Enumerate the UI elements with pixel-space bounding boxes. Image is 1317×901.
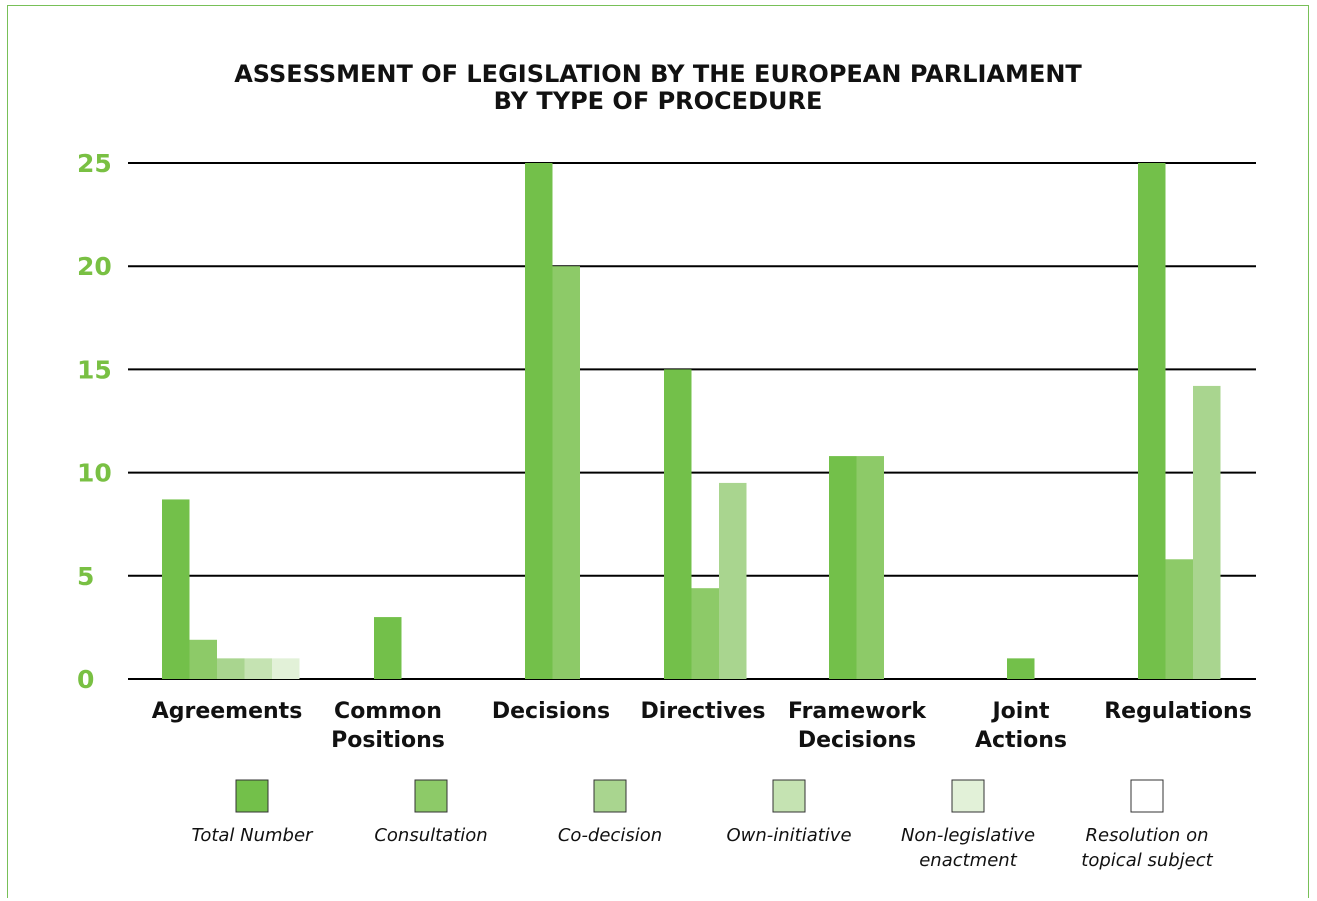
- bar-total-number-3: [664, 369, 692, 679]
- legend-label: Co-decision: [558, 825, 662, 846]
- x-category-label: Decisions: [492, 699, 610, 724]
- chart-frame: [7, 5, 1309, 898]
- x-category-label: Common: [334, 699, 442, 724]
- x-category-label: Directives: [640, 699, 765, 724]
- y-tick-label: 0: [77, 665, 94, 694]
- legend-swatch: [593, 779, 627, 813]
- y-tick-label: 10: [77, 459, 112, 488]
- bar-total-number-6: [1138, 163, 1166, 679]
- y-tick-label: 25: [77, 149, 112, 178]
- y-tick-label: 5: [77, 562, 94, 591]
- bar-consultation-4: [856, 456, 884, 679]
- x-category-label: Positions: [331, 728, 445, 753]
- legend-label: topical subject: [1081, 850, 1213, 871]
- bar-non-legislative-enactment-0: [272, 658, 300, 679]
- bar-own-initiative-0: [244, 658, 272, 679]
- x-category-label: Decisions: [798, 728, 916, 753]
- chart-title-line: ASSESSMENT OF LEGISLATION BY THE EUROPEA…: [234, 60, 1082, 88]
- legend-swatch: [235, 779, 269, 813]
- bar-co-decision-3: [719, 482, 747, 679]
- legend-swatch: [1130, 779, 1164, 813]
- bar-consultation-0: [189, 639, 217, 679]
- legend-label: Resolution on: [1085, 825, 1208, 846]
- x-category-label: Framework: [788, 699, 927, 724]
- bar-consultation-2: [552, 266, 580, 679]
- x-category-label: Agreements: [152, 699, 303, 724]
- y-tick-label: 15: [77, 355, 112, 384]
- bar-total-number-4: [829, 456, 857, 679]
- bar-consultation-6: [1165, 559, 1193, 679]
- y-tick-label: 20: [77, 252, 112, 281]
- bar-total-number-5: [1007, 658, 1035, 679]
- bar-total-number-0: [162, 499, 190, 679]
- chart-title-line: BY TYPE OF PROCEDURE: [494, 87, 823, 115]
- bar-total-number-1: [374, 617, 402, 679]
- legend-swatch: [414, 779, 448, 813]
- bar-consultation-3: [691, 588, 719, 679]
- x-category-label: Actions: [975, 728, 1067, 753]
- bar-co-decision-6: [1193, 385, 1221, 679]
- legend-label: Total Number: [192, 825, 315, 846]
- bar-total-number-2: [525, 163, 553, 679]
- legend-label: Non-legislative: [901, 825, 1035, 846]
- legend-swatch: [772, 779, 806, 813]
- x-category-label: Joint: [990, 699, 1050, 724]
- legend-label: enactment: [919, 850, 1017, 871]
- legend-label: Consultation: [374, 825, 487, 846]
- bar-co-decision-0: [217, 658, 245, 679]
- legend-label: Own-initiative: [726, 825, 851, 846]
- x-category-label: Regulations: [1104, 699, 1252, 724]
- legend-swatch: [951, 779, 985, 813]
